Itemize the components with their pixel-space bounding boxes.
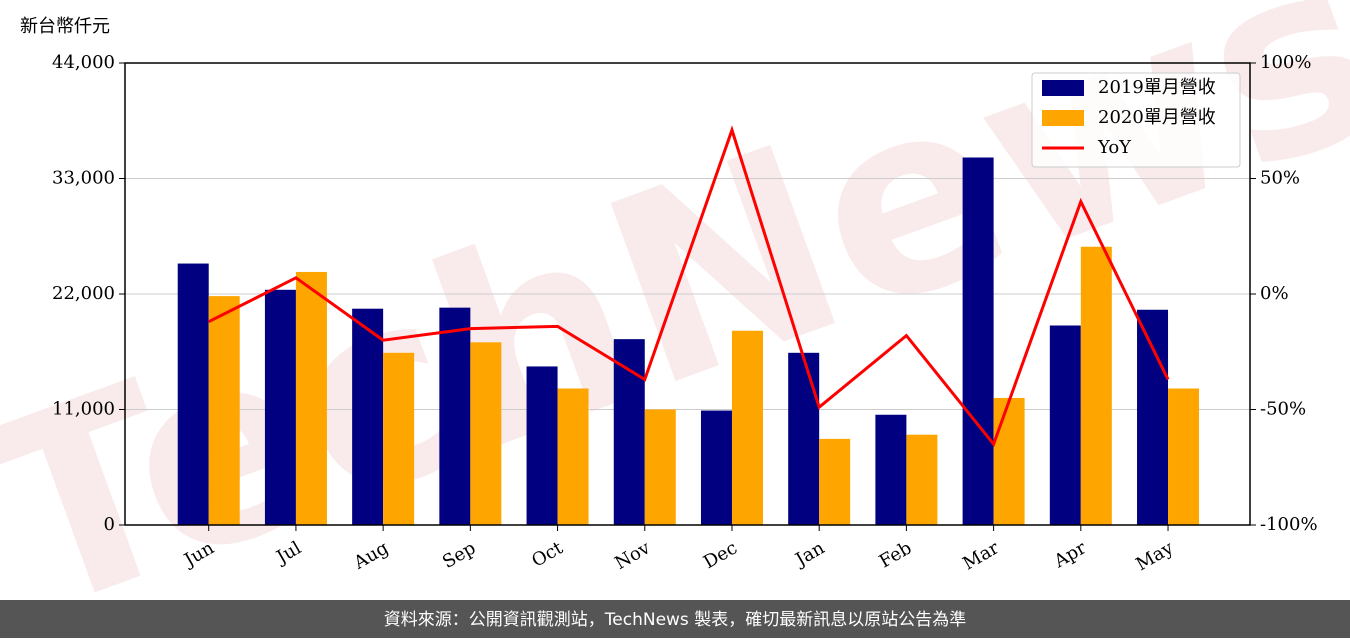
bar	[470, 342, 502, 525]
bar	[1168, 388, 1200, 525]
bar	[644, 409, 676, 525]
bar	[993, 397, 1025, 525]
bar	[1049, 325, 1081, 525]
legend-label: 2020單月營收	[1098, 107, 1216, 128]
y2-tick-label: 0%	[1260, 283, 1289, 304]
bar	[1080, 246, 1112, 525]
bar	[875, 414, 907, 525]
y2-tick-label: 100%	[1260, 52, 1311, 73]
bar	[208, 296, 240, 525]
footer-band	[0, 600, 1350, 638]
y2-tick-label: 50%	[1260, 168, 1300, 189]
bar	[177, 263, 209, 525]
bar	[962, 157, 994, 525]
y-tick-label: 44,000	[52, 52, 115, 73]
bar	[906, 434, 938, 525]
legend-swatch	[1042, 80, 1084, 96]
y-axis-label: 新台幣仟元	[20, 16, 110, 37]
y2-tick-label: -50%	[1260, 399, 1306, 420]
footer: 資料來源：公開資訊觀測站，TechNews 製表，確切最新訊息以原站公告為準	[384, 610, 966, 630]
y-tick-label: 33,000	[52, 168, 115, 189]
y2-tick-label: -100%	[1260, 514, 1318, 535]
bar	[557, 388, 589, 525]
bar	[1137, 309, 1169, 525]
yoy-line	[208, 125, 1170, 448]
bar	[383, 352, 415, 525]
bar	[526, 366, 558, 525]
bar	[439, 307, 471, 525]
bar	[352, 308, 384, 525]
bar	[264, 289, 296, 525]
y-tick-label: 0	[104, 514, 115, 535]
bar	[788, 352, 820, 525]
bar	[613, 339, 645, 525]
y-tick-label: 11,000	[52, 399, 115, 420]
bar	[700, 410, 732, 525]
bar	[819, 438, 851, 525]
bar	[295, 271, 327, 525]
legend-label: YoY	[1097, 137, 1132, 158]
legend-swatch	[1042, 110, 1084, 126]
y-tick-label: 22,000	[52, 283, 115, 304]
legend-label: 2019單月營收	[1098, 77, 1216, 98]
plot-frame	[124, 62, 1251, 526]
legend-box	[1031, 72, 1241, 168]
bar	[731, 330, 763, 525]
